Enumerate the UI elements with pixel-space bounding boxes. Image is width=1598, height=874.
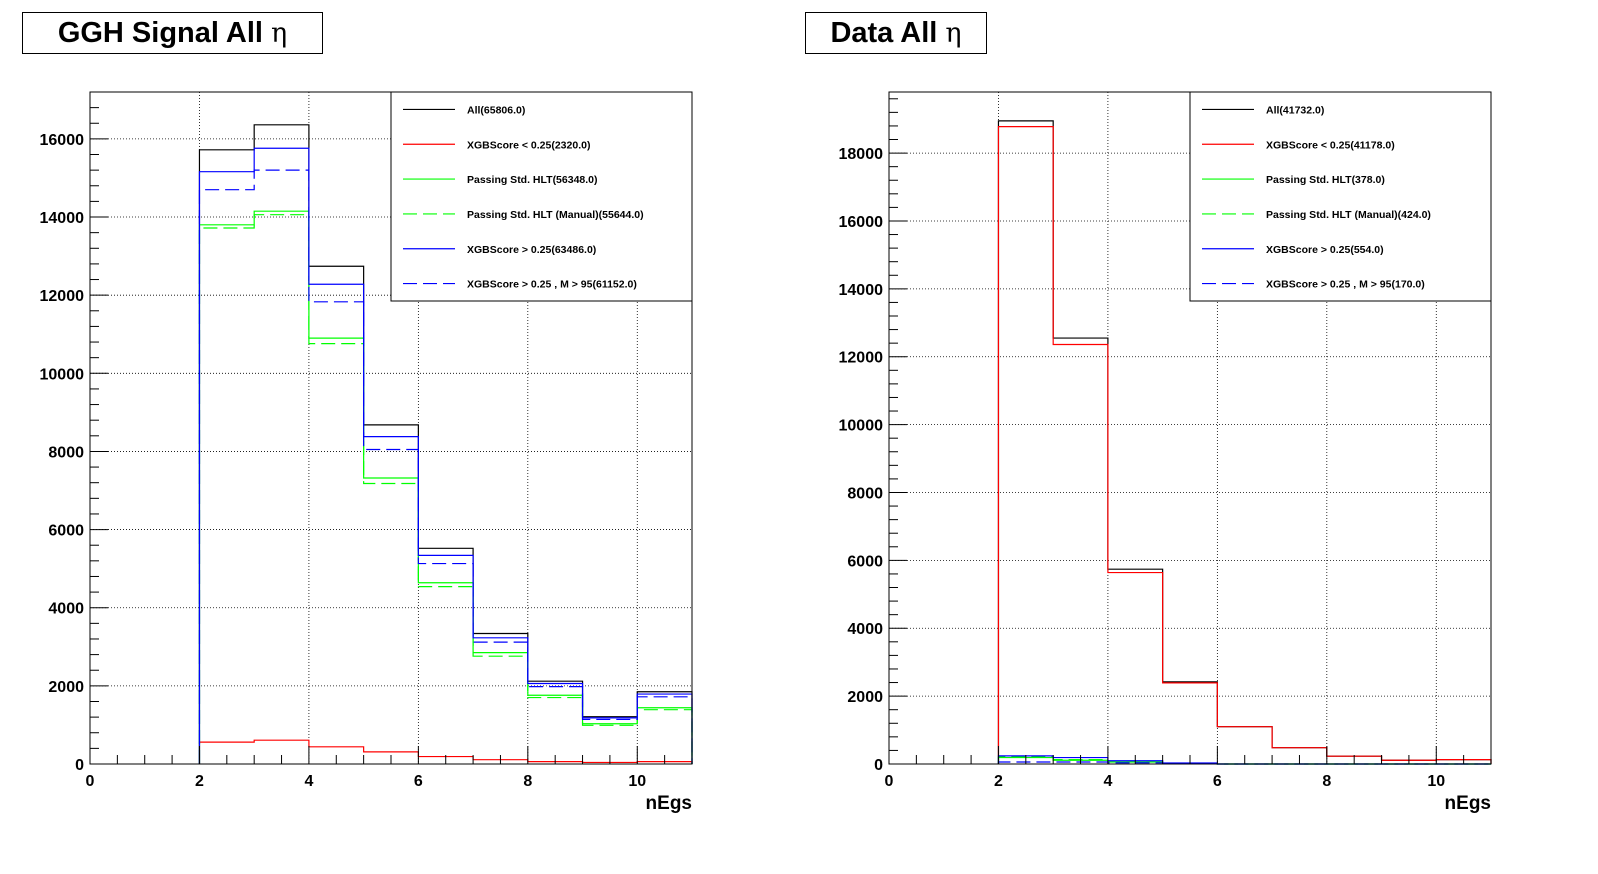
x-tick-label: 8 (523, 773, 532, 790)
legend-entry-4: XGBScore > 0.25(554.0) (1266, 244, 1384, 256)
y-tick-label: 12000 (40, 288, 85, 305)
chart-title: GGH Signal All η (22, 12, 323, 54)
chart-title-symbol: η (945, 17, 962, 49)
histogram-series-1 (997, 126, 1492, 764)
x-tick-label: 10 (628, 773, 646, 790)
legend-entry-3: Passing Std. HLT (Manual)(55644.0) (467, 209, 644, 221)
left-chart-pad: GGH Signal All η 0 2 4 6 8 10 0 2000 4000 6000 800… (22, 12, 693, 814)
y-tick-label: 0 (874, 757, 883, 774)
legend-box (1189, 91, 1492, 302)
chart-plot-area: 0 2 4 6 8 10 0 2000 4000 6000 8000 10000 12000 14000 1… (839, 91, 1492, 814)
x-tick-label: 2 (994, 773, 1003, 790)
x-axis-label: nEgs (1445, 793, 1491, 814)
x-tick-label: 4 (1103, 773, 1112, 790)
y-tick-label: 2000 (48, 679, 84, 696)
chart-plot-area: 0 2 4 6 8 10 0 2000 4000 6000 8000 10000 12000 14000 1… (40, 91, 693, 814)
x-axis-label: nEgs (646, 793, 692, 814)
legend-entry-5: XGBScore > 0.25 , M > 95(61152.0) (467, 279, 637, 291)
legend-entry-0: All(41732.0) (1266, 104, 1324, 116)
histogram-series-5 (198, 169, 693, 764)
y-tick-label: 2000 (847, 689, 883, 706)
y-tick-label: 10000 (839, 418, 884, 435)
y-tick-label: 6000 (847, 553, 883, 570)
right-chart-pad: Data All η 0 2 4 6 8 10 0 2000 4000 6000 8000 10000… (799, 0, 1598, 874)
legend-entry-2: Passing Std. HLT(378.0) (1266, 174, 1385, 186)
y-tick-label: 14000 (40, 210, 85, 227)
legend: All(41732.0) XGBScore < 0.25(41178.0) Pass… (1189, 91, 1492, 302)
y-tick-label: 16000 (40, 132, 85, 149)
y-tick-label: 14000 (839, 282, 884, 299)
legend-entry-1: XGBScore < 0.25(2320.0) (467, 139, 590, 151)
y-tick-label: 12000 (839, 350, 884, 367)
legend-entry-3: Passing Std. HLT (Manual)(424.0) (1266, 209, 1431, 221)
y-tick-label: 0 (75, 757, 84, 774)
legend-entry-2: Passing Std. HLT(56348.0) (467, 174, 598, 186)
y-tick-label: 16000 (839, 214, 884, 231)
x-tick-label: 8 (1322, 773, 1331, 790)
x-tick-label: 4 (304, 773, 313, 790)
histogram-series-5 (997, 761, 1491, 765)
legend-entry-4: XGBScore > 0.25(63486.0) (467, 244, 596, 256)
y-tick-label: 4000 (847, 621, 883, 638)
histogram-series-3 (198, 214, 693, 764)
x-tick-label: 2 (195, 773, 204, 790)
histogram-series-0 (198, 124, 693, 764)
histogram-series-2 (198, 210, 693, 764)
x-tick-label: 0 (885, 773, 894, 790)
y-tick-label: 4000 (48, 601, 84, 618)
x-tick-label: 6 (1213, 773, 1222, 790)
x-tick-label: 6 (414, 773, 423, 790)
y-tick-label: 8000 (847, 485, 883, 502)
legend-entry-1: XGBScore < 0.25(41178.0) (1266, 139, 1395, 151)
x-tick-label: 10 (1427, 773, 1445, 790)
chart-title: Data All η (805, 12, 987, 54)
legend: All(65806.0) XGBScore < 0.25(2320.0) Passi… (390, 91, 693, 302)
x-tick-label: 0 (86, 773, 95, 790)
y-tick-label: 10000 (40, 366, 85, 383)
legend-box (390, 91, 693, 302)
legend-entry-0: All(65806.0) (467, 104, 525, 116)
y-tick-label: 8000 (48, 444, 84, 461)
y-tick-label: 18000 (839, 146, 884, 163)
chart-title-text: GGH Signal All (57, 16, 263, 49)
chart-title-text: Data All (830, 16, 938, 49)
legend-entry-5: XGBScore > 0.25 , M > 95(170.0) (1266, 279, 1425, 291)
chart-title-symbol: η (270, 17, 288, 49)
histogram-series-4 (198, 147, 693, 764)
y-tick-label: 6000 (48, 523, 84, 540)
